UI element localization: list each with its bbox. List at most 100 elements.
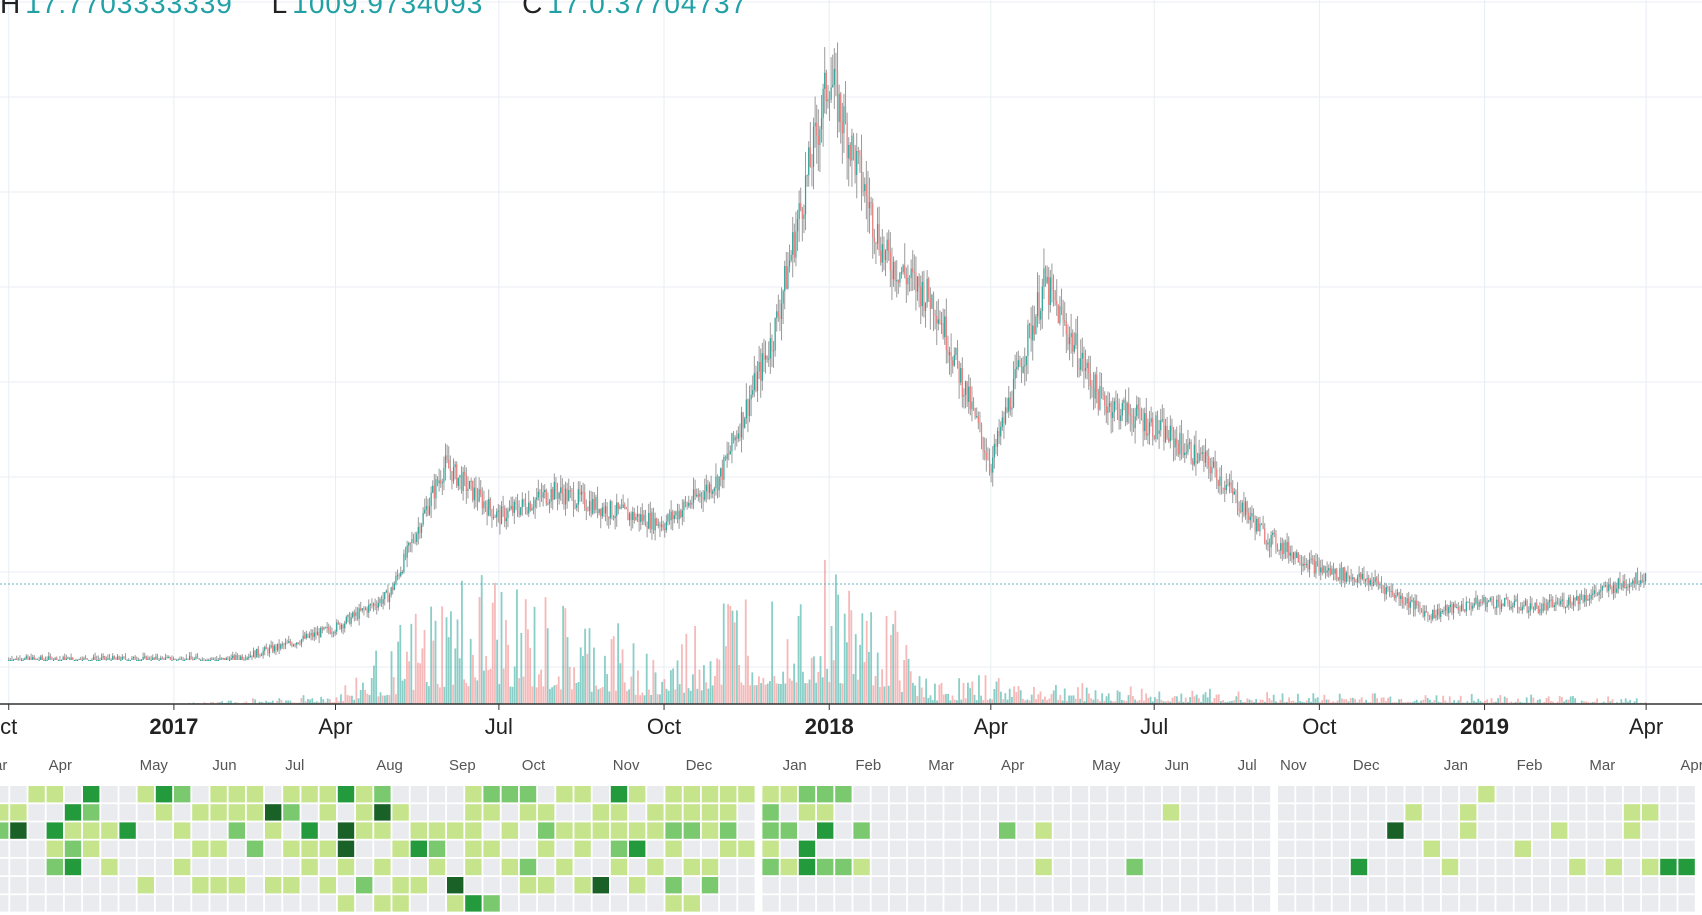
calendar-cell xyxy=(10,877,27,894)
candle-body xyxy=(1000,426,1002,437)
calendar-cell xyxy=(1496,822,1513,839)
calendar-cell xyxy=(1090,804,1107,821)
calendar-month-label: Sep xyxy=(449,757,476,774)
volume-bar xyxy=(1074,698,1077,704)
candle-body xyxy=(635,516,637,521)
candle-body xyxy=(713,488,715,492)
candle-body xyxy=(1334,569,1336,574)
volume-bar xyxy=(672,668,675,704)
volume-bar xyxy=(676,660,679,704)
candle-body xyxy=(1168,437,1170,442)
calendar-cell xyxy=(228,858,245,876)
candle-body xyxy=(1206,451,1208,456)
candle-body xyxy=(41,656,43,660)
candle-body xyxy=(1380,584,1383,588)
volume-bar xyxy=(1061,700,1064,704)
volume-bar xyxy=(1127,695,1130,704)
candle-body xyxy=(910,268,912,278)
volume-bar xyxy=(421,648,424,704)
volume-bar xyxy=(912,682,914,704)
volume-bar xyxy=(861,613,864,704)
candle-body xyxy=(1203,452,1205,463)
calendar-cell xyxy=(119,786,136,803)
candle-body xyxy=(1484,597,1487,608)
calendar-cell xyxy=(1350,786,1368,803)
volume-bar xyxy=(929,695,932,704)
candle-body xyxy=(1102,394,1104,396)
volume-bar xyxy=(494,582,496,704)
candle-body xyxy=(571,490,573,493)
calendar-cell xyxy=(647,822,664,839)
calendar-cell xyxy=(64,786,82,803)
volume-bar xyxy=(1371,693,1374,704)
calendar-cell xyxy=(101,822,118,839)
candle-body xyxy=(923,281,925,311)
calendar-cell xyxy=(738,840,755,857)
candle-body xyxy=(312,633,314,637)
candle-body xyxy=(278,643,280,649)
calendar-cell xyxy=(155,822,173,839)
calendar-cell xyxy=(1071,804,1089,821)
candle-body xyxy=(1385,587,1387,595)
calendar-cell xyxy=(1387,858,1404,876)
volume-bar xyxy=(1620,699,1623,704)
calendar-cell xyxy=(319,822,336,839)
volume-bar xyxy=(509,686,512,704)
volume-bar xyxy=(1354,699,1357,704)
candle-body xyxy=(548,501,551,504)
candle-body xyxy=(1307,564,1309,570)
candle-body xyxy=(1180,432,1183,446)
candle-body xyxy=(449,468,451,472)
volume-bar xyxy=(485,656,488,704)
calendar-cell xyxy=(835,895,852,912)
candle-body xyxy=(1475,597,1477,604)
candle-body xyxy=(630,513,632,521)
volume-bar xyxy=(555,684,558,704)
calendar-cell xyxy=(119,858,136,876)
calendar-cell xyxy=(720,858,737,876)
volume-bar xyxy=(1501,702,1504,704)
candle-body xyxy=(1065,321,1067,335)
volume-bar xyxy=(830,626,833,704)
volume-bar xyxy=(1330,702,1332,704)
volume-bar xyxy=(945,693,947,704)
volume-bar xyxy=(1413,701,1416,704)
volume-bar xyxy=(641,692,644,704)
calendar-cell xyxy=(501,786,518,803)
calendar-cell xyxy=(28,804,45,821)
calendar-cell xyxy=(119,840,136,857)
candle-body xyxy=(820,117,823,130)
calendar-cell xyxy=(1278,858,1295,876)
volume-bar xyxy=(1228,701,1231,704)
candle-body xyxy=(932,294,935,315)
candle-body xyxy=(83,658,85,660)
volume-bar xyxy=(846,642,848,704)
candle-body xyxy=(1169,425,1171,442)
calendar-cell xyxy=(999,877,1016,894)
candle-body xyxy=(326,626,328,628)
volume-bar xyxy=(1114,701,1117,704)
calendar-cell xyxy=(119,804,136,821)
volume-bar xyxy=(626,690,628,704)
calendar-cell xyxy=(1387,877,1404,894)
volume-bar xyxy=(947,693,950,704)
calendar-cell xyxy=(428,822,446,839)
candle-body xyxy=(1265,543,1267,545)
candle-body xyxy=(1147,433,1149,436)
calendar-cell xyxy=(174,804,191,821)
volume-bar xyxy=(725,646,727,704)
candle-body xyxy=(368,604,370,613)
calendar-cell xyxy=(465,858,482,876)
candle-body xyxy=(195,656,197,659)
candle-body xyxy=(1120,415,1122,422)
candle-body xyxy=(1195,444,1197,463)
candle-body xyxy=(92,656,95,660)
candle-body xyxy=(377,602,379,608)
calendar-cell xyxy=(980,786,998,803)
candle-body xyxy=(534,499,536,508)
candle-body xyxy=(1067,334,1069,345)
volume-bar xyxy=(718,659,721,704)
volume-bar xyxy=(524,599,527,704)
candle-body xyxy=(1038,292,1040,320)
calendar-cell xyxy=(1642,786,1659,803)
